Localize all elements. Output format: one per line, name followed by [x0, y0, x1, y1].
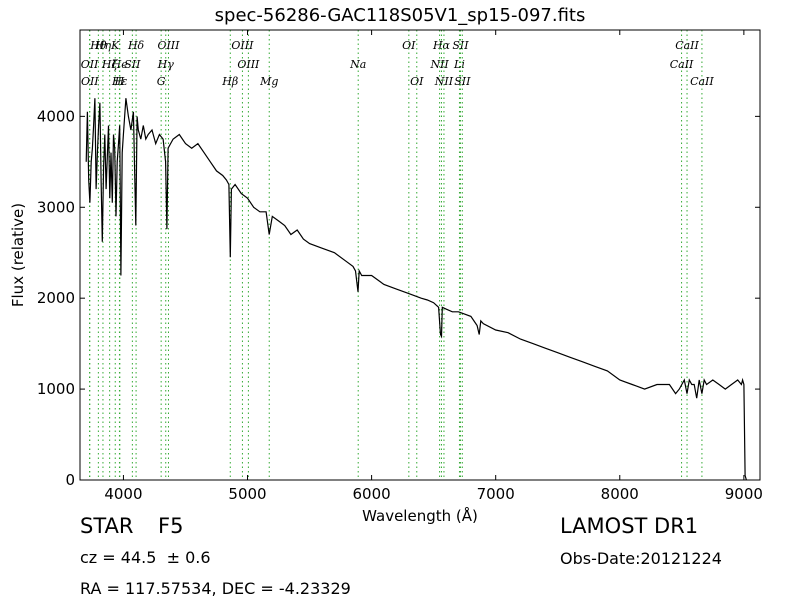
obs-date: Obs-Date:20121224 [560, 549, 722, 568]
spectral-line-label: Hη [94, 39, 112, 52]
x-axis-label: Wavelength (Å) [362, 506, 478, 525]
x-tick-label: 7000 [477, 485, 515, 503]
spectral-line-label: CaII [670, 58, 694, 71]
spectral-line-label: SII [454, 75, 471, 88]
y-tick-label: 3000 [37, 198, 75, 216]
x-axis: 4000 5000 6000 7000 8000 9000 [104, 30, 763, 503]
spectral-line-label: OIII [237, 58, 260, 71]
spectral-line-label: Hγ [157, 58, 175, 71]
y-tick-label: 2000 [37, 289, 75, 307]
spectral-line-label: NII [434, 75, 454, 88]
y-axis-label: Flux (relative) [9, 203, 27, 307]
spectral-line-label: Hθ [89, 39, 107, 52]
spectral-line-label: OIII [157, 39, 180, 52]
x-tick-label: 5000 [228, 485, 266, 503]
y-axis: 0 1000 2000 3000 4000 [37, 107, 760, 489]
spectral-line-label: He [111, 58, 129, 71]
spectral-line-label: CaII [690, 75, 714, 88]
x-tick-label: 9000 [725, 485, 763, 503]
spectral-line-label: Li [453, 58, 465, 71]
x-tick-label: 6000 [353, 485, 391, 503]
y-tick-label: 4000 [37, 107, 75, 125]
object-subclass: F5 [158, 514, 184, 538]
survey-name: LAMOST DR1 [560, 514, 699, 538]
spectral-line-label: Hα [432, 39, 451, 52]
spectral-line-label: OII [81, 58, 99, 71]
spectral-line-label: OI [402, 39, 416, 52]
y-tick-label: 1000 [37, 380, 75, 398]
y-tick-label: 0 [65, 471, 75, 489]
x-tick-label: 4000 [104, 485, 142, 503]
x-tick-label: 8000 [601, 485, 639, 503]
chart-title: spec-56286-GAC118S05V1_sp15-097.fits [214, 5, 586, 26]
redshift-text: cz = 44.5 ± 0.6 [80, 548, 211, 567]
spectral-line-label: Hδ [127, 39, 145, 52]
spectral-line-label: G [157, 75, 166, 88]
plot-frame [79, 29, 761, 481]
spectral-line-label: NII [429, 58, 449, 71]
spectral-line-label: K [110, 39, 120, 52]
object-class: STAR [80, 514, 134, 538]
spectral-line-label: CaII [675, 39, 699, 52]
spectrum-series [85, 98, 747, 480]
spectral-line-label: Hβ [221, 75, 238, 88]
spectral-line-label: Hε [111, 75, 128, 88]
spectral-line-label: OI [410, 75, 424, 88]
spectral-line-label: Hζ [101, 58, 119, 71]
coordinates: RA = 117.57534, DEC = -4.23329 [80, 579, 351, 598]
spectrum-line [85, 98, 747, 480]
spectral-line-label: Mg [259, 75, 278, 88]
spectral-line-label: OIII [231, 39, 254, 52]
spectral-line-label: SII [124, 58, 141, 71]
spectral-line-label: H [114, 75, 125, 88]
spectral-line-label: OII [81, 75, 99, 88]
spectral-line-label: SII [452, 39, 469, 52]
spectral-line-label: Na [349, 58, 366, 71]
